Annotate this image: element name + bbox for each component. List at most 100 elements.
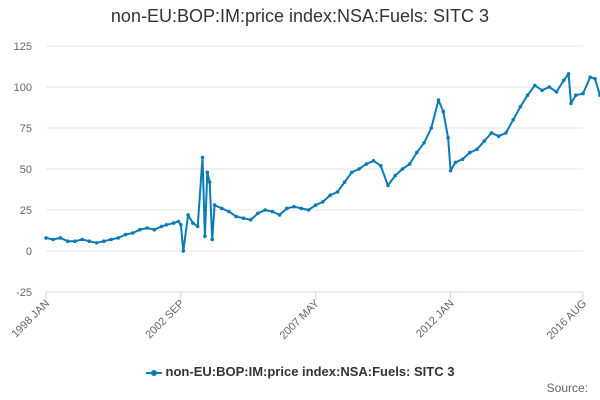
legend-label: non-EU:BOP:IM:price index:NSA:Fuels: SIT… <box>165 364 455 379</box>
data-point[interactable] <box>313 203 318 207</box>
data-point[interactable] <box>179 223 183 227</box>
data-point[interactable] <box>504 131 508 135</box>
y-tick-label: 0 <box>26 246 32 258</box>
y-tick-label: 100 <box>14 82 32 94</box>
data-point[interactable] <box>378 163 383 168</box>
data-point[interactable] <box>533 83 537 88</box>
data-point[interactable] <box>212 203 217 207</box>
data-point[interactable] <box>436 98 441 102</box>
data-point[interactable] <box>441 109 446 114</box>
data-point[interactable] <box>44 236 48 240</box>
data-point[interactable] <box>525 93 530 97</box>
data-point[interactable] <box>270 209 275 214</box>
data-point[interactable] <box>393 173 398 178</box>
data-point[interactable] <box>540 88 544 93</box>
data-point[interactable] <box>335 190 340 194</box>
data-point[interactable] <box>248 218 253 222</box>
data-point[interactable] <box>453 160 458 165</box>
data-point[interactable] <box>518 104 523 109</box>
data-point[interactable] <box>234 214 238 219</box>
source-credit[interactable]: Source: <box>546 381 588 395</box>
data-point[interactable] <box>80 237 84 242</box>
data-point[interactable] <box>569 101 573 106</box>
data-point[interactable] <box>205 170 210 175</box>
data-point[interactable] <box>574 93 578 97</box>
legend[interactable]: non-EU:BOP:IM:price index:NSA:Fuels: SIT… <box>0 364 600 379</box>
data-point[interactable] <box>186 213 190 217</box>
data-point[interactable] <box>593 77 597 81</box>
data-point[interactable] <box>241 216 246 220</box>
data-point[interactable] <box>159 224 164 229</box>
data-point[interactable] <box>277 213 282 217</box>
data-point[interactable] <box>547 85 552 89</box>
data-point[interactable] <box>407 162 412 166</box>
data-point[interactable] <box>422 141 426 145</box>
data-point[interactable] <box>561 78 566 83</box>
data-point[interactable] <box>116 236 120 240</box>
data-point[interactable] <box>207 180 212 184</box>
data-point[interactable] <box>588 75 592 79</box>
data-point[interactable] <box>227 209 231 214</box>
data-point[interactable] <box>415 150 419 155</box>
data-point[interactable] <box>364 162 369 166</box>
data-point[interactable] <box>292 204 296 209</box>
data-point[interactable] <box>138 227 142 232</box>
data-point[interactable] <box>511 118 515 122</box>
data-point[interactable] <box>145 226 149 230</box>
y-tick-label: -25 <box>16 287 32 299</box>
data-point[interactable] <box>195 224 200 229</box>
data-point[interactable] <box>94 241 99 245</box>
data-point[interactable] <box>263 208 267 212</box>
data-point[interactable] <box>321 200 325 204</box>
data-point[interactable] <box>65 239 70 243</box>
data-point[interactable] <box>429 126 434 130</box>
data-point[interactable] <box>87 239 92 243</box>
data-point[interactable] <box>123 232 128 237</box>
data-point[interactable] <box>102 239 106 243</box>
data-point[interactable] <box>468 150 472 155</box>
data-point[interactable] <box>489 131 494 135</box>
data-point[interactable] <box>109 237 113 242</box>
data-point[interactable] <box>357 167 361 171</box>
data-point[interactable] <box>210 237 214 242</box>
data-point[interactable] <box>130 231 135 235</box>
data-point[interactable] <box>256 211 260 216</box>
data-point[interactable] <box>482 139 487 143</box>
data-point[interactable] <box>203 234 207 238</box>
data-point[interactable] <box>554 90 559 94</box>
data-point[interactable] <box>191 221 195 225</box>
data-point[interactable] <box>51 237 55 242</box>
series-layer <box>44 72 600 253</box>
data-point[interactable] <box>342 180 347 184</box>
data-point[interactable] <box>328 193 333 197</box>
data-point[interactable] <box>181 249 186 253</box>
data-point[interactable] <box>152 227 157 232</box>
data-point[interactable] <box>73 239 77 243</box>
data-point[interactable] <box>164 223 169 227</box>
x-tick-label: 2007 MAY <box>278 297 323 342</box>
data-point[interactable] <box>299 206 304 211</box>
data-point[interactable] <box>460 157 465 161</box>
data-point[interactable] <box>581 91 585 96</box>
data-point[interactable] <box>400 167 405 171</box>
data-point[interactable] <box>285 206 289 211</box>
data-point[interactable] <box>176 219 181 224</box>
data-point[interactable] <box>200 155 205 160</box>
y-tick-label: 50 <box>20 164 32 176</box>
data-point[interactable] <box>496 134 501 138</box>
data-point[interactable] <box>58 236 63 240</box>
data-point[interactable] <box>446 136 450 140</box>
data-point[interactable] <box>475 147 479 152</box>
data-point[interactable] <box>220 206 224 211</box>
y-tick-label: 25 <box>20 205 32 217</box>
data-point[interactable] <box>371 159 376 163</box>
series-line[interactable] <box>45 72 600 252</box>
data-point[interactable] <box>306 208 311 212</box>
data-point[interactable] <box>171 221 176 225</box>
data-point[interactable] <box>350 170 354 175</box>
data-point[interactable] <box>448 168 453 173</box>
data-point[interactable] <box>386 183 390 188</box>
y-tick-label: 75 <box>20 123 32 135</box>
chart-title: non-EU:BOP:IM:price index:NSA:Fuels: SIT… <box>110 6 490 26</box>
data-point[interactable] <box>566 72 571 76</box>
